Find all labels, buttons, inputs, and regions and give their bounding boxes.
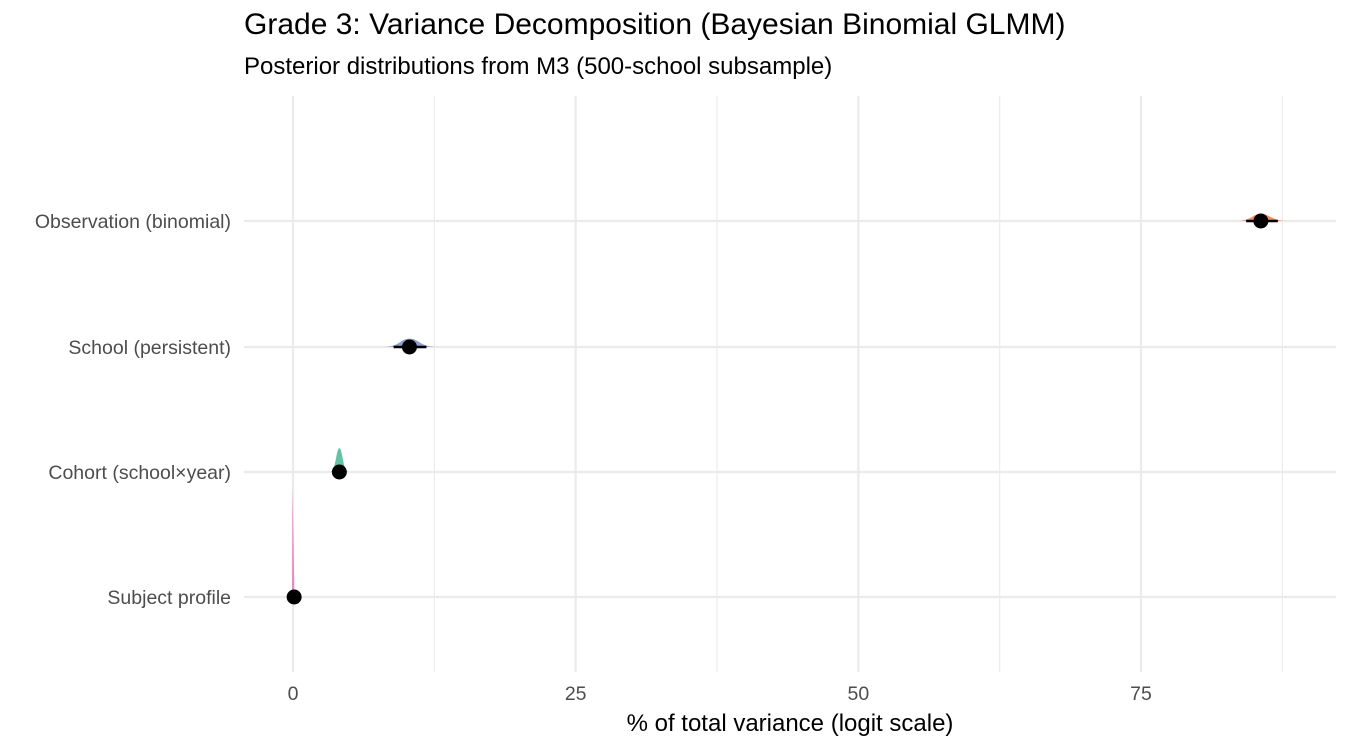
y-label: School (persistent) (68, 337, 231, 359)
median-point (1253, 213, 1269, 229)
x-tick-label: 25 (565, 683, 587, 705)
density-layer (292, 213, 1288, 597)
chart-subtitle: Posterior distributions from M3 (500-sch… (244, 53, 833, 80)
x-tick-label: 50 (847, 683, 869, 705)
median-point (286, 589, 302, 605)
gridlines (244, 96, 1336, 672)
y-axis-labels: Observation (binomial) School (persistent… (35, 211, 231, 609)
y-label: Subject profile (107, 587, 231, 609)
x-tick-label: 75 (1130, 683, 1152, 705)
median-point (401, 339, 417, 355)
chart-title: Grade 3: Variance Decomposition (Bayesia… (244, 8, 1066, 41)
x-axis-ticks: 0 25 50 75 (288, 683, 1152, 705)
median-point (331, 464, 347, 480)
y-label: Cohort (school×year) (48, 462, 231, 484)
y-label: Observation (binomial) (35, 211, 231, 233)
point-interval-layer (286, 213, 1278, 605)
x-axis-title: % of total variance (logit scale) (627, 710, 954, 737)
x-tick-label: 0 (288, 683, 299, 705)
density-3 (292, 484, 295, 597)
